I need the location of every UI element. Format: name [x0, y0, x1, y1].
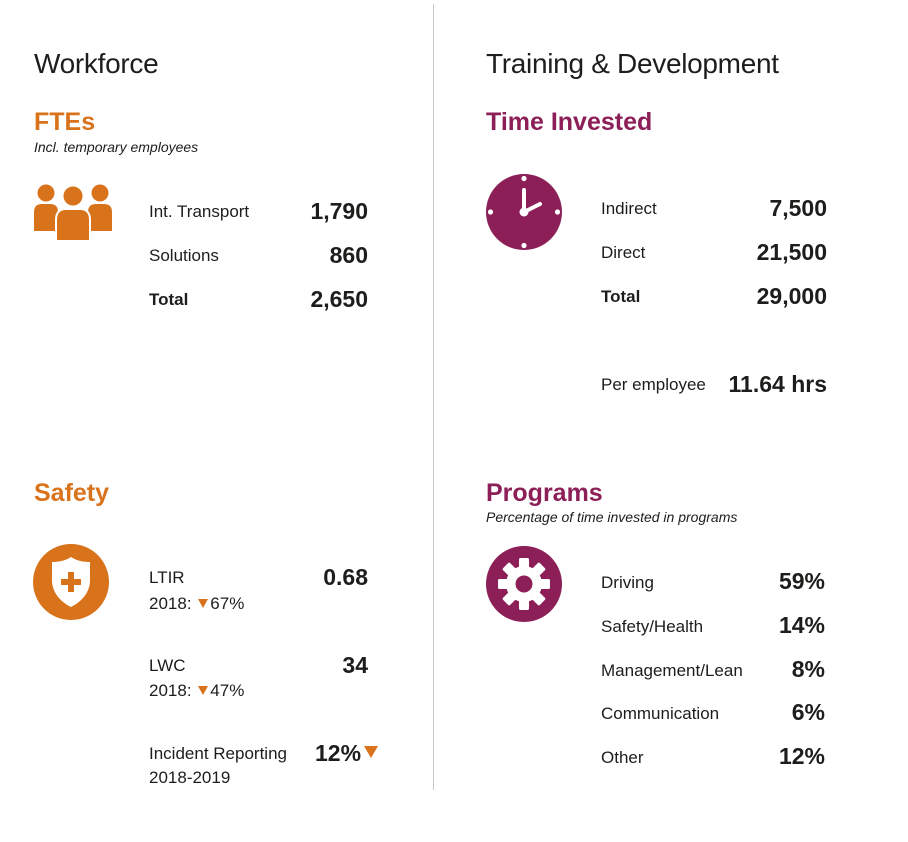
- time-label-total: Total: [601, 287, 641, 306]
- training-title: Training & Development: [486, 48, 779, 79]
- workforce-title: Workforce: [34, 48, 159, 79]
- gear-icon: [486, 546, 562, 622]
- ftes-title: FTEs: [34, 108, 96, 136]
- ltir-compare-year: 2018:: [149, 594, 192, 613]
- shield-plus-icon: [33, 544, 109, 620]
- lwc-comparison: 2018: 47%: [149, 681, 244, 701]
- fte-value-solutions: 860: [329, 242, 368, 268]
- program-label-safety-health: Safety/Health: [601, 617, 704, 636]
- time-label-indirect: Indirect: [601, 199, 657, 218]
- time-value-total: 29,000: [756, 283, 827, 309]
- lwc-value: 34: [342, 652, 368, 678]
- ltir-value: 0.68: [323, 564, 368, 590]
- programs-subtitle: Percentage of time invested in programs: [486, 509, 738, 525]
- program-label-other: Other: [601, 748, 644, 767]
- incident-reporting-label: Incident Reporting: [149, 744, 287, 763]
- incident-reporting-period: 2018-2019: [149, 768, 231, 787]
- programs-title: Programs: [486, 479, 603, 507]
- fte-value-int-transport: 1,790: [310, 198, 368, 224]
- decrease-triangle-icon: [198, 599, 209, 608]
- decrease-triangle-icon: [198, 686, 209, 695]
- safety-title: Safety: [34, 479, 110, 507]
- ltir-comparison: 2018: 67%: [149, 594, 244, 614]
- time-label-direct: Direct: [601, 243, 646, 262]
- program-value-driving: 59%: [778, 568, 825, 594]
- incident-reporting-metric: 12%: [315, 740, 380, 767]
- ltir-change: 67%: [210, 594, 245, 613]
- time-value-indirect: 7,500: [769, 195, 827, 221]
- ltir-label: LTIR: [149, 568, 185, 587]
- time-value-direct: 21,500: [756, 239, 827, 265]
- ftes-subtitle: Incl. temporary employees: [34, 139, 199, 155]
- incident-reporting-value: 12%: [315, 740, 362, 766]
- program-label-management-lean: Management/Lean: [601, 661, 743, 680]
- time-invested-title: Time Invested: [486, 108, 653, 136]
- program-label-communication: Communication: [601, 704, 720, 723]
- fte-value-total: 2,650: [310, 286, 368, 312]
- lwc-change: 47%: [210, 681, 245, 700]
- clock-icon: [486, 174, 562, 250]
- decrease-triangle-icon: [364, 746, 379, 758]
- program-value-management-lean: 8%: [791, 656, 825, 682]
- program-value-communication: 6%: [791, 699, 825, 725]
- program-label-driving: Driving: [601, 573, 654, 592]
- fte-label-solutions: Solutions: [149, 246, 219, 265]
- fte-label-int-transport: Int. Transport: [149, 202, 250, 221]
- lwc-compare-year: 2018:: [149, 681, 192, 700]
- fte-label-total: Total: [149, 290, 189, 309]
- people-group-icon: [33, 182, 113, 242]
- per-employee-value: 11.64 hrs: [728, 371, 827, 397]
- program-value-other: 12%: [778, 743, 825, 769]
- lwc-label: LWC: [149, 656, 186, 675]
- per-employee-label: Per employee: [601, 375, 706, 394]
- program-value-safety-health: 14%: [778, 612, 825, 638]
- column-divider: [433, 4, 434, 790]
